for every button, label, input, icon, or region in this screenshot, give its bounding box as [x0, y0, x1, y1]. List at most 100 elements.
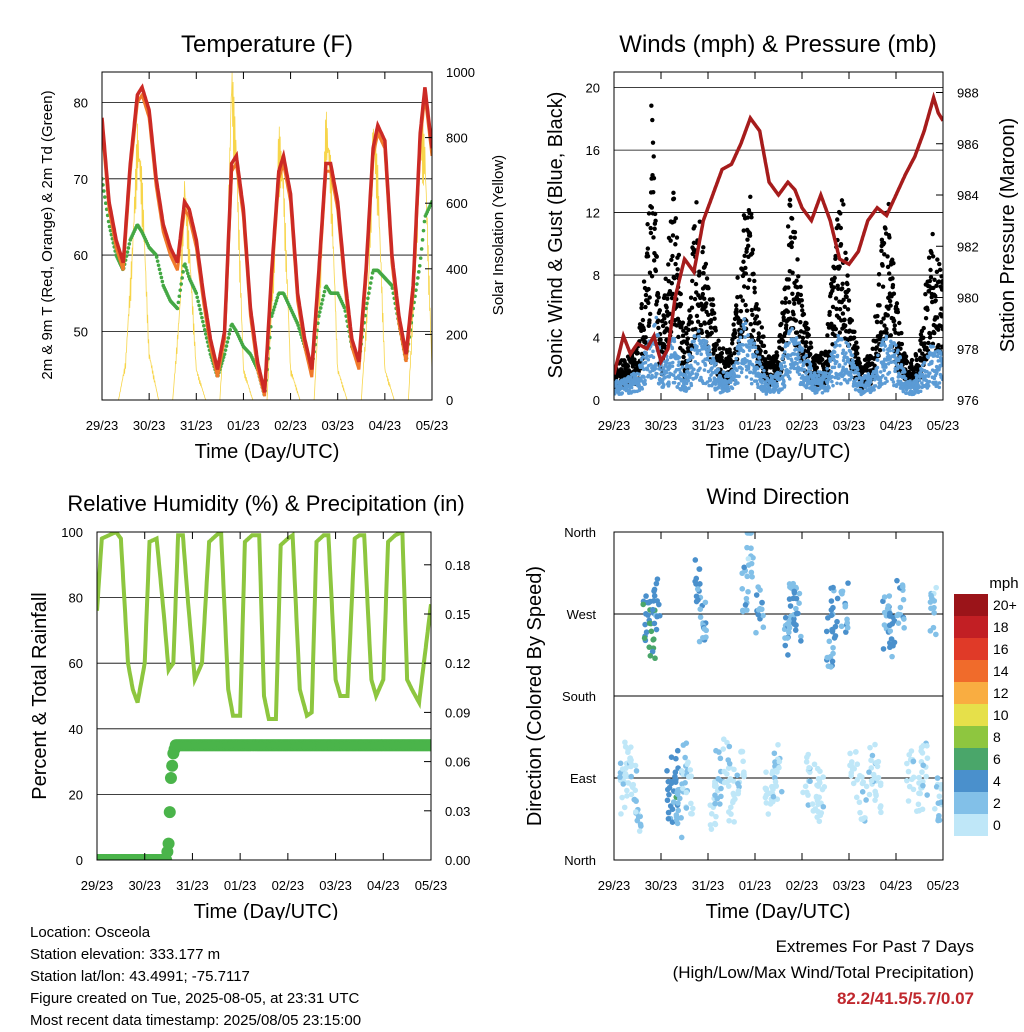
x-tick-label: 01/23: [739, 418, 772, 433]
x-tick-label: 30/23: [128, 878, 161, 893]
gust-point: [808, 351, 813, 357]
wind-point: [798, 359, 803, 364]
gust-point: [670, 233, 676, 238]
gust-point: [839, 198, 845, 203]
wind-point: [873, 384, 878, 388]
gust-point: [843, 323, 848, 328]
direction-point: [843, 629, 849, 635]
gust-point: [694, 313, 700, 319]
wind-point: [851, 360, 856, 365]
direction-point: [697, 614, 704, 620]
wind-point: [750, 338, 754, 342]
gust-point: [651, 258, 657, 263]
direction-point: [684, 761, 691, 767]
wind-point: [740, 367, 744, 371]
direction-point: [823, 628, 830, 635]
wind-point: [890, 376, 895, 381]
direction-point: [675, 807, 682, 814]
wind-point: [690, 355, 695, 360]
gust-point: [712, 348, 718, 353]
y-tick-label: 50: [74, 324, 88, 339]
wind-point: [781, 374, 785, 379]
gust-point: [663, 320, 668, 326]
gust-point: [827, 309, 832, 315]
direction-point: [809, 801, 816, 807]
gust-point: [874, 345, 879, 350]
temperature-2m-line: [102, 83, 432, 393]
direction-point: [881, 594, 888, 600]
gust-point: [870, 346, 875, 352]
direction-point: [877, 803, 884, 809]
direction-point: [755, 584, 761, 590]
y-tick-label: 80: [74, 96, 88, 111]
gust-point: [740, 298, 745, 303]
wind-point: [884, 337, 888, 341]
gust-point: [895, 309, 901, 315]
x-tick-label: 05/23: [416, 418, 449, 433]
gust-point: [738, 318, 743, 324]
colorbar-swatch: [954, 704, 988, 726]
direction-point: [683, 789, 690, 796]
wind-point: [730, 386, 735, 391]
winds-y-ticks-right: 976 978 980 982 984 986 988: [936, 86, 979, 408]
wind-point: [796, 365, 801, 370]
rainfall-point: [164, 772, 177, 784]
direction-point: [712, 820, 718, 827]
wind-point: [746, 365, 751, 369]
wind-point: [786, 356, 790, 360]
direction-point: [918, 748, 924, 754]
gust-point: [888, 333, 894, 338]
x-tick-label: 05/23: [927, 878, 960, 893]
wind-point: [748, 370, 753, 374]
wind-point: [696, 361, 700, 366]
y-tick-label-right: 0.18: [445, 558, 470, 573]
wind-point: [898, 355, 903, 360]
direction-point: [617, 774, 623, 780]
gust-point: [742, 253, 747, 258]
wind-point: [656, 333, 660, 338]
direction-point: [748, 560, 755, 567]
wind-point: [702, 368, 707, 372]
wind-point: [643, 360, 648, 365]
wind-point: [840, 351, 845, 356]
direction-point: [832, 633, 839, 639]
gust-point: [878, 319, 884, 325]
gust-point: [669, 281, 675, 286]
gust-point: [754, 302, 759, 307]
wind-point: [683, 378, 687, 383]
wind-point: [837, 376, 841, 380]
direction-point: [673, 755, 679, 762]
direction-point: [650, 636, 657, 643]
wind-point: [800, 347, 805, 351]
dewpoint-point: [367, 291, 371, 296]
wind-point: [842, 372, 846, 377]
wind-point: [670, 364, 675, 369]
gust-point: [711, 351, 716, 356]
wind-point: [676, 363, 681, 368]
gust-point: [627, 369, 632, 374]
gust-point: [940, 278, 943, 284]
direction-point: [707, 822, 714, 828]
wind-point: [835, 353, 840, 358]
gust-point: [750, 247, 756, 253]
dewpoint-point: [365, 301, 369, 306]
wind-point: [783, 350, 787, 354]
direction-point: [798, 633, 804, 640]
wind-point: [893, 343, 898, 347]
direction-point: [741, 773, 747, 780]
wind-point: [935, 383, 939, 387]
gust-point: [880, 263, 885, 268]
direction-point: [771, 750, 778, 757]
direction-point: [889, 653, 895, 660]
direction-point: [683, 805, 690, 811]
gust-point: [743, 302, 748, 308]
wind-point: [754, 379, 759, 383]
wind-point: [707, 383, 711, 388]
gust-point: [654, 254, 659, 259]
gust-point: [922, 341, 927, 346]
direction-point: [872, 788, 878, 795]
wind-point: [677, 382, 681, 386]
temperature-xlabel: Time (Day/UTC): [195, 441, 340, 463]
direction-point: [897, 604, 904, 611]
gust-point: [678, 291, 683, 297]
